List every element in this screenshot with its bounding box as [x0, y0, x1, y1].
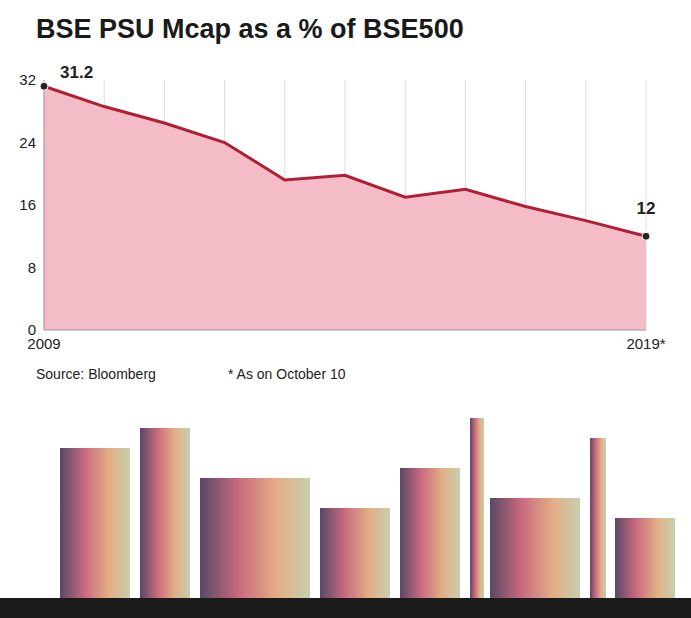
svg-text:32: 32	[19, 71, 36, 88]
html-text:* As on October 10: * As on October 10	[228, 366, 346, 382]
svg-text:2009: 2009	[27, 334, 61, 352]
svg-text:12: 12	[637, 199, 656, 218]
svg-text:2019*: 2019*	[626, 335, 665, 352]
html-text:BSE PSU Mcap as a % of BSE500: BSE PSU Mcap as a % of BSE500	[36, 14, 464, 44]
html-text:Source: Bloomberg: Source: Bloomberg	[36, 366, 156, 382]
svg-text:8: 8	[28, 259, 36, 276]
svg-text:0: 0	[28, 321, 36, 338]
svg-text:16: 16	[19, 196, 36, 213]
svg-text:31.2: 31.2	[60, 63, 93, 82]
svg-text:24: 24	[19, 134, 36, 151]
